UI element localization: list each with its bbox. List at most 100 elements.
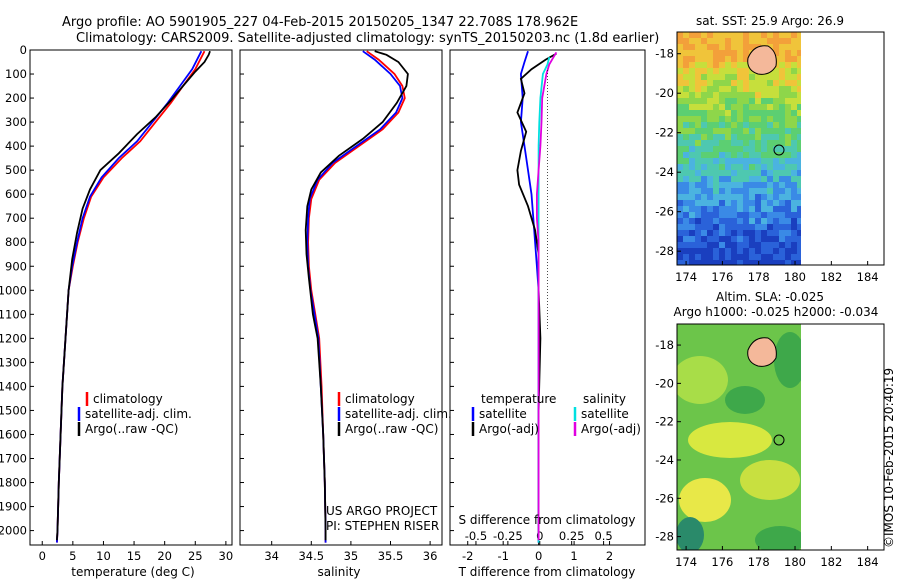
sst-cell <box>701 62 707 68</box>
sst-cell <box>797 128 801 134</box>
sst-cell <box>767 170 773 176</box>
sst-cell <box>695 188 701 194</box>
sst-cell <box>797 212 801 218</box>
sst-cell <box>701 68 707 74</box>
sst-cell <box>791 86 797 92</box>
sst-cell <box>701 164 707 170</box>
depth-tick-label: 500 <box>5 163 27 177</box>
sst-cell <box>695 62 701 68</box>
sst-cell <box>785 104 791 110</box>
sst-cell <box>695 254 701 260</box>
sst-cell <box>707 248 713 254</box>
sst-cell <box>767 140 773 146</box>
sst-cell <box>773 236 779 242</box>
sst-cell <box>677 38 683 44</box>
depth-tick-label: 200 <box>5 91 27 105</box>
profile-line <box>306 50 404 543</box>
sst-cell <box>737 194 743 200</box>
sst-cell <box>755 170 761 176</box>
x-tick-label: 20 <box>157 549 172 563</box>
sst-cell <box>713 80 719 86</box>
sla-blob <box>677 517 704 550</box>
sst-cell <box>785 194 791 200</box>
sst-cell <box>683 176 689 182</box>
sst-cell <box>677 212 683 218</box>
sst-cell <box>791 152 797 158</box>
sst-cell <box>695 242 701 248</box>
sst-cell <box>743 80 749 86</box>
map-x-tick-label: 184 <box>857 270 879 284</box>
sst-cell <box>761 92 767 98</box>
sst-cell <box>767 134 773 140</box>
sst-cell <box>779 230 785 236</box>
sst-cell <box>689 56 695 62</box>
sst-cell <box>689 44 695 50</box>
sst-cell <box>683 254 689 260</box>
sst-cell <box>701 32 707 38</box>
sst-cell <box>689 224 695 230</box>
sst-cell <box>725 152 731 158</box>
sst-cell <box>731 140 737 146</box>
sst-cell <box>785 248 791 254</box>
sst-cell <box>725 50 731 56</box>
sst-cell <box>719 50 725 56</box>
sst-cell <box>773 134 779 140</box>
sst-cell <box>713 134 719 140</box>
sst-cell <box>785 260 791 265</box>
sst-cell <box>719 98 725 104</box>
sst-cell <box>695 80 701 86</box>
sst-cell <box>719 200 725 206</box>
sst-cell <box>737 146 743 152</box>
sst-cell <box>695 194 701 200</box>
sst-cell <box>779 188 785 194</box>
depth-tick-label: 2000 <box>0 524 27 538</box>
sst-cell <box>707 182 713 188</box>
sst-cell <box>767 158 773 164</box>
sst-cell <box>749 242 755 248</box>
sst-cell <box>713 200 719 206</box>
sst-cell <box>785 170 791 176</box>
sst-cell <box>689 254 695 260</box>
sst-cell <box>785 164 791 170</box>
sst-cell <box>683 242 689 248</box>
sst-cell <box>797 122 801 128</box>
sst-cell <box>737 134 743 140</box>
sst-cell <box>689 110 695 116</box>
sst-cell <box>689 62 695 68</box>
sst-cell <box>725 158 731 164</box>
s-tick-label: 0.5 <box>594 529 612 543</box>
x-tick-label: 25 <box>188 549 203 563</box>
sst-cell <box>713 128 719 134</box>
sst-cell <box>773 218 779 224</box>
sst-cell <box>695 182 701 188</box>
sst-cell <box>767 104 773 110</box>
sst-cell <box>791 134 797 140</box>
sst-cell <box>719 146 725 152</box>
sst-cell <box>767 32 773 38</box>
sst-cell <box>767 248 773 254</box>
x-tick-label: -1 <box>497 549 508 563</box>
sst-cell <box>785 254 791 260</box>
sst-cell <box>767 128 773 134</box>
sst-cell <box>719 170 725 176</box>
sst-cell <box>725 122 731 128</box>
sst-cell <box>767 146 773 152</box>
sst-cell <box>713 116 719 122</box>
sst-cell <box>779 176 785 182</box>
map-y-tick-label: -18 <box>655 338 674 352</box>
map-x-tick-label: 174 <box>675 270 697 284</box>
sst-cell <box>713 44 719 50</box>
sst-cell <box>779 38 785 44</box>
sst-cell <box>785 56 791 62</box>
sst-cell <box>743 32 749 38</box>
sst-cell <box>695 170 701 176</box>
sst-cell <box>695 110 701 116</box>
sst-cell <box>779 62 785 68</box>
profile-line <box>304 50 409 541</box>
sst-cell <box>689 74 695 80</box>
sst-cell <box>689 230 695 236</box>
sst-cell <box>749 86 755 92</box>
sst-cell <box>719 176 725 182</box>
depth-tick-label: 300 <box>5 115 27 129</box>
